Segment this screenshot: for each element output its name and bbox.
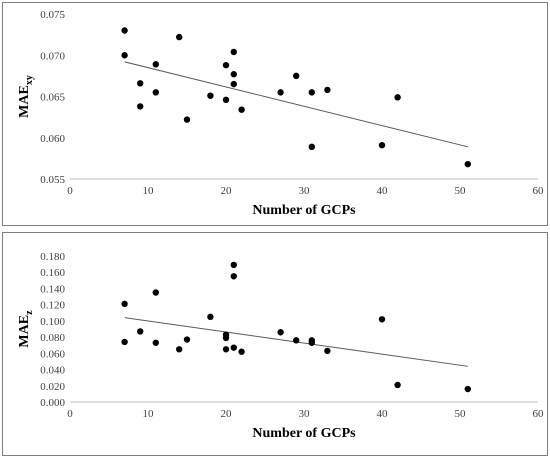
data-point (222, 96, 230, 104)
x-tick-label: 50 (455, 185, 467, 197)
data-point (183, 336, 191, 343)
data-point (176, 33, 183, 41)
x-tick-label: 20 (221, 185, 233, 197)
y-tick-label: 0.065 (40, 92, 65, 104)
data-point (324, 347, 331, 355)
data-point (230, 273, 237, 280)
data-point (152, 89, 159, 96)
data-point (183, 116, 191, 123)
scatter-chart-mae-z: 0 10 20 30 40 50 60 0.000 0.020 0.040 0.060 0.080 0.… (17, 251, 545, 441)
data-point (176, 346, 183, 353)
y-tick-label: 0.000 (40, 397, 65, 409)
y-axis-label: MAEz (17, 310, 35, 348)
data-point (121, 338, 128, 346)
x-tick-label: 0 (67, 408, 73, 420)
x-tick-label: 0 (67, 185, 73, 197)
data-point (137, 103, 144, 110)
data-point (293, 72, 300, 80)
y-axis-label: MAExy (17, 75, 35, 118)
data-point (394, 381, 401, 389)
x-tick-label: 40 (377, 408, 389, 420)
data-point (277, 329, 284, 336)
data-point (308, 89, 315, 96)
data-point (207, 92, 214, 99)
y-tick-label: 0.100 (40, 316, 65, 328)
data-point (238, 348, 245, 355)
chart-panel-mae-z: 0 10 20 30 40 50 60 0.000 0.020 0.040 0.060 0.080 0.… (2, 232, 548, 456)
data-point (293, 337, 300, 344)
data-point (230, 261, 237, 269)
y-tick-label: 0.160 (40, 267, 65, 279)
y-axis-label-subscript: z (24, 310, 35, 315)
y-axis-label-main: MAE (17, 85, 32, 118)
data-point (378, 141, 386, 149)
y-tick-label: 0.180 (40, 251, 65, 263)
data-point (230, 80, 237, 88)
data-point (378, 316, 386, 323)
x-axis-label: Number of GCPs (252, 426, 356, 441)
x-tick-label: 60 (533, 185, 545, 197)
x-tick-label: 10 (143, 185, 155, 197)
y-tick-label: 0.020 (40, 381, 65, 393)
data-point (230, 71, 237, 78)
x-tick-label: 30 (299, 185, 311, 197)
x-tick-label: 20 (221, 408, 233, 420)
data-point (230, 344, 237, 351)
scatter-chart-mae-xy: 0 10 20 30 40 50 60 0.055 0.060 0.065 0.070 0.075 Nu… (17, 9, 545, 218)
data-point (324, 86, 331, 94)
data-point (277, 89, 284, 96)
data-point (152, 289, 159, 296)
y-tick-label: 0.120 (40, 300, 65, 312)
y-tick-label: 0.070 (40, 50, 65, 62)
y-tick-label: 0.040 (40, 365, 65, 377)
data-point (137, 328, 144, 335)
svg-text:MAExy: MAExy (17, 75, 35, 118)
data-point (394, 94, 401, 101)
data-point (121, 52, 128, 59)
data-point (464, 385, 471, 393)
x-tick-label: 30 (299, 408, 311, 420)
chart-panel-mae-xy: 0 10 20 30 40 50 60 0.055 0.060 0.065 0.070 0.075 Nu… (2, 2, 548, 226)
data-point (121, 27, 128, 34)
y-tick-label: 0.075 (40, 9, 65, 21)
y-tick-label: 0.140 (40, 283, 65, 295)
data-point (222, 346, 230, 353)
trendline (124, 61, 468, 148)
y-axis-label-main: MAE (17, 315, 32, 348)
y-tick-label: 0.055 (40, 174, 65, 186)
y-tick-label: 0.060 (40, 348, 65, 360)
data-point (222, 61, 230, 69)
data-point (308, 339, 315, 346)
data-point (152, 339, 159, 346)
data-point (238, 106, 245, 113)
x-tick-label: 50 (455, 408, 467, 420)
y-tick-label: 0.060 (40, 133, 65, 145)
data-point (222, 334, 230, 342)
data-point (308, 143, 315, 151)
svg-text:MAEz: MAEz (17, 310, 35, 348)
x-tick-label: 40 (377, 185, 389, 197)
data-point (152, 61, 159, 68)
data-point (121, 300, 128, 308)
data-point (464, 160, 471, 168)
data-point (207, 313, 214, 321)
x-tick-label: 60 (533, 408, 545, 420)
data-point (137, 80, 144, 87)
y-axis-label-subscript: xy (24, 75, 35, 85)
data-point (230, 48, 237, 56)
x-tick-label: 10 (143, 408, 155, 420)
y-tick-label: 0.080 (40, 332, 65, 344)
x-axis-label: Number of GCPs (252, 203, 356, 218)
